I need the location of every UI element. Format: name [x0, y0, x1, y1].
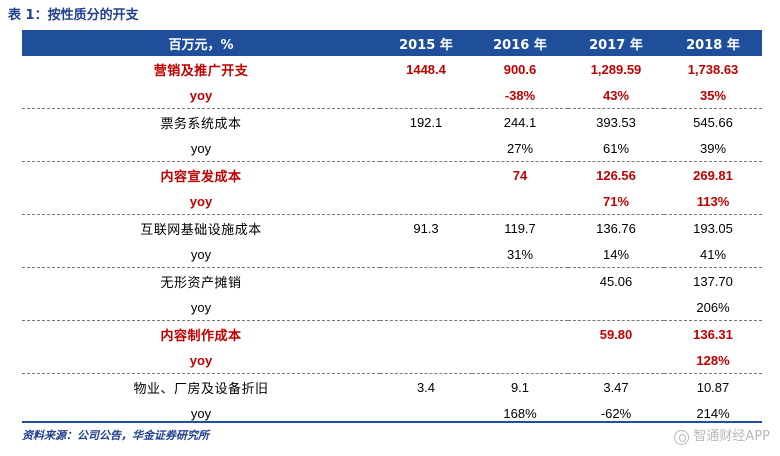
table-caption: 表 1：按性质分的开支 [8, 8, 139, 23]
cell-2016 [472, 294, 568, 321]
cell-2017: 3.47 [603, 379, 629, 395]
cell-2018: 214% [696, 405, 730, 421]
table-row: 内容宣发成本 74 126.56 269.81 [22, 162, 762, 189]
cell-2017 [568, 347, 664, 374]
cell-2015 [380, 135, 472, 162]
header-2016: 2016 年 [472, 30, 568, 56]
cell-2017: -62% [600, 405, 632, 421]
table-row: yoy -38% 43% 35% [22, 82, 762, 109]
cell-2015 [380, 294, 472, 321]
cell-2016: 9.1 [510, 379, 530, 395]
row-label: 无形资产摊销 [160, 275, 242, 291]
cell-2015: 91.3 [413, 220, 439, 236]
table-row: yoy 71% 113% [22, 188, 762, 215]
cell-2017: 14% [568, 241, 664, 268]
cell-2015 [380, 82, 472, 109]
cell-2018: 41% [664, 241, 762, 268]
cell-2016 [472, 188, 568, 215]
row-label: yoy [22, 82, 380, 109]
cell-2015 [380, 188, 472, 215]
row-label: yoy [22, 347, 380, 374]
cell-2017: 43% [568, 82, 664, 109]
header-unit: 百万元，% [22, 30, 380, 56]
cell-2016 [472, 347, 568, 374]
watermark-text: 智通财经APP [693, 429, 770, 444]
cell-2018: 1,738.63 [687, 61, 739, 77]
table-row: 物业、厂房及设备折旧 3.4 9.1 3.47 10.87 [22, 374, 762, 401]
cell-2018: 545.66 [693, 114, 733, 130]
watermark-logo-icon [674, 429, 690, 445]
table-row: yoy 206% [22, 294, 762, 321]
row-label: 营销及推广开支 [153, 63, 249, 79]
cell-2017 [568, 294, 664, 321]
row-label: 内容宣发成本 [160, 169, 242, 185]
cell-2015 [380, 347, 472, 374]
cell-2016: -38% [472, 82, 568, 109]
cell-2017: 393.53 [596, 114, 636, 130]
row-label: yoy [22, 135, 380, 162]
cell-2018: 35% [664, 82, 762, 109]
row-label: yoy [22, 241, 380, 268]
table-row: yoy 31% 14% 41% [22, 241, 762, 268]
cell-2015: 3.4 [416, 379, 436, 395]
cell-2016: 168% [503, 405, 537, 421]
cell-2018: 193.05 [693, 220, 733, 236]
table-row: 内容制作成本 59.80 136.31 [22, 321, 762, 348]
cell-2017: 61% [568, 135, 664, 162]
row-label: 互联网基础设施成本 [140, 222, 262, 238]
row-label: 内容制作成本 [160, 328, 242, 344]
cell-2016: 31% [472, 241, 568, 268]
cell-2015 [380, 321, 472, 348]
cell-2018: 136.31 [693, 326, 733, 342]
header-2017: 2017 年 [568, 30, 664, 56]
row-label: yoy [22, 294, 380, 321]
table-row: 票务系统成本 192.1 244.1 393.53 545.66 [22, 109, 762, 136]
cell-2016: 27% [472, 135, 568, 162]
cell-2015 [380, 268, 472, 295]
cell-2018: 137.70 [693, 273, 733, 289]
header-2018: 2018 年 [664, 30, 762, 56]
cell-2016: 244.1 [503, 114, 537, 130]
cell-2015: 1448.4 [406, 61, 446, 77]
row-label: 票务系统成本 [160, 116, 242, 132]
table-row: 无形资产摊销 45.06 137.70 [22, 268, 762, 295]
table-row: yoy 27% 61% 39% [22, 135, 762, 162]
row-label: yoy [190, 405, 212, 421]
table-row: yoy 168% -62% 214% [22, 400, 762, 426]
cell-2017: 1,289.59 [590, 61, 642, 77]
header-2015: 2015 年 [380, 30, 472, 56]
cell-2017: 136.76 [596, 220, 636, 236]
cell-2016: 900.6 [503, 61, 537, 77]
cell-2018: 206% [664, 294, 762, 321]
cell-2015 [380, 162, 472, 189]
cell-2017: 126.56 [596, 167, 636, 183]
table-row: 营销及推广开支 1448.4 900.6 1,289.59 1,738.63 [22, 56, 762, 82]
table-row: 互联网基础设施成本 91.3 119.7 136.76 193.05 [22, 215, 762, 242]
cell-2018: 10.87 [696, 379, 730, 395]
watermark: 智通财经APP [674, 428, 770, 446]
cell-2015 [380, 241, 472, 268]
cell-2016: 119.7 [504, 220, 536, 236]
cell-2018: 113% [664, 188, 762, 215]
cell-2015: 192.1 [409, 114, 443, 130]
cell-2017: 59.80 [599, 326, 633, 342]
table-header-row: 百万元，% 2015 年 2016 年 2017 年 2018 年 [22, 30, 762, 56]
expense-table: 百万元，% 2015 年 2016 年 2017 年 2018 年 营销及推广开… [22, 30, 762, 426]
cell-2016 [472, 268, 568, 295]
cell-2017: 45.06 [599, 273, 633, 289]
row-label: 物业、厂房及设备折旧 [133, 381, 269, 397]
cell-2018: 128% [664, 347, 762, 374]
cell-2018: 269.81 [693, 167, 733, 183]
cell-2018: 39% [664, 135, 762, 162]
source-note: 资料来源：公司公告，华金证券研究所 [22, 429, 209, 442]
row-label: yoy [22, 188, 380, 215]
cell-2016 [472, 321, 568, 348]
table-bottom-rule [22, 421, 762, 423]
cell-2017: 71% [568, 188, 664, 215]
cell-2016: 74 [512, 167, 528, 183]
table-row: yoy 128% [22, 347, 762, 374]
